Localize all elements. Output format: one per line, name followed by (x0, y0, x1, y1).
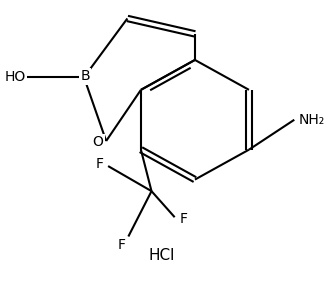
Text: F: F (118, 238, 125, 252)
Text: HO: HO (5, 70, 26, 84)
Text: NH₂: NH₂ (299, 113, 325, 127)
Text: F: F (179, 212, 187, 226)
Text: O: O (92, 135, 103, 149)
Text: B: B (80, 69, 90, 83)
Text: HCl: HCl (149, 248, 175, 263)
Text: F: F (95, 157, 103, 171)
